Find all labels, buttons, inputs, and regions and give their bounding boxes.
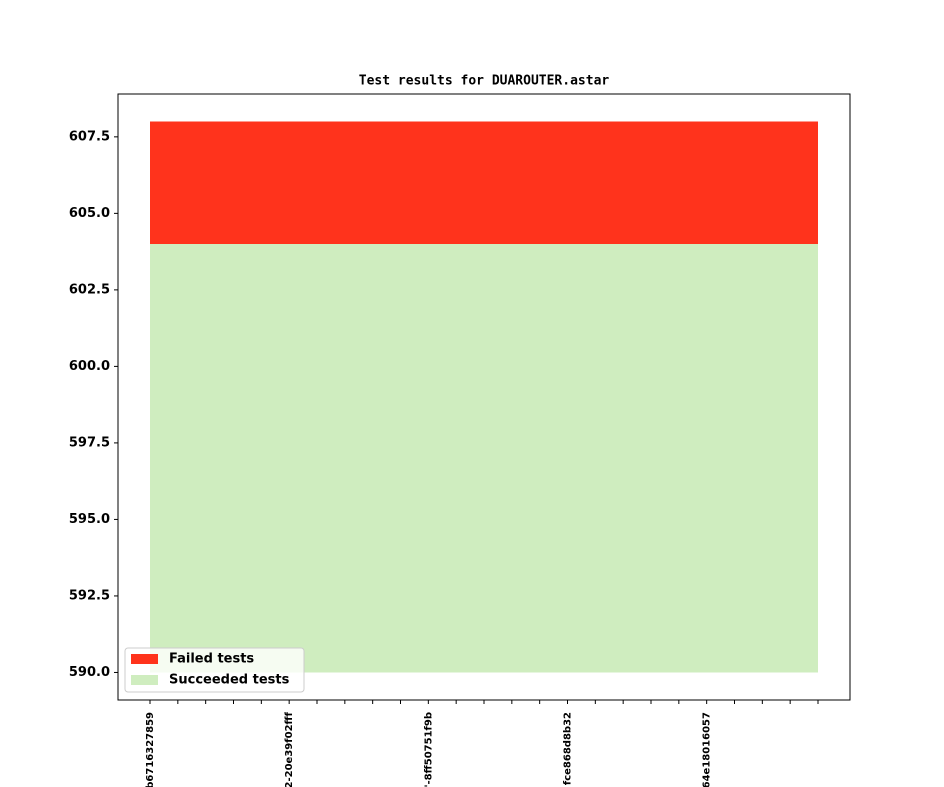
y-tick-label: 592.5 [69,588,110,603]
y-tick-label: 595.0 [69,512,110,527]
area [150,121,818,244]
y-tick-label: 600.0 [69,359,110,374]
legend-label: Succeeded tests [169,673,290,688]
legend: Failed tests Succeeded tests [124,647,305,693]
chart-title: Test results for DUAROUTER.astar [359,74,610,89]
x-tick-label: 2-20e39f02fff [284,711,295,787]
x-tick-label: fce868d8b32 [563,712,574,785]
legend-swatch [131,675,158,685]
legend-box [124,647,305,693]
x-tick-label: '-8ff50751f9b [423,712,434,787]
x-tick-label: b6716327859 [145,712,156,787]
y-tick-label: 607.5 [69,129,110,144]
y-tick-label: 605.0 [69,206,110,221]
y-tick-label: 602.5 [69,282,110,297]
x-tick-label: 64e18016057 [702,712,713,787]
y-tick-label: 597.5 [69,435,110,450]
y-tick-label: 590.0 [69,665,110,680]
area [150,243,818,673]
legend-swatch [131,654,158,664]
legend-label: Failed tests [169,652,254,667]
